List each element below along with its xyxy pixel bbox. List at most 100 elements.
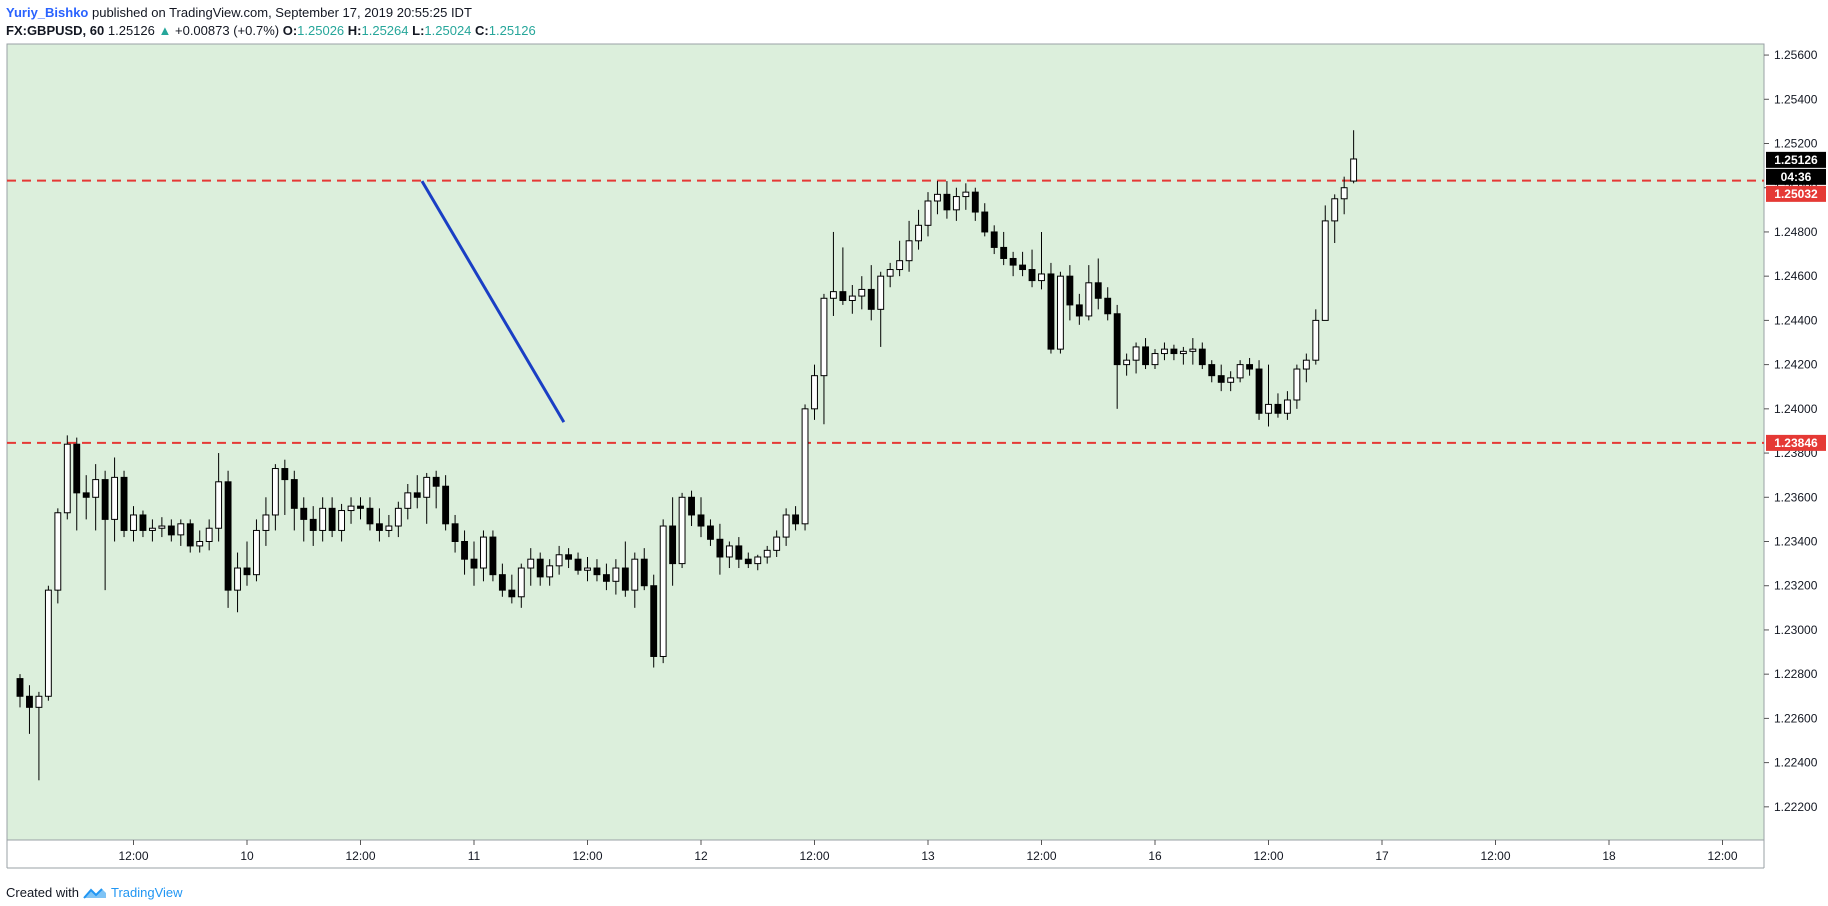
candle [1056, 271, 1064, 354]
candle [1066, 265, 1074, 321]
candle [120, 470, 128, 538]
close-value: 1.25126 [488, 23, 536, 38]
candle-body [1113, 313, 1121, 366]
candle [489, 530, 497, 582]
candle-body [319, 507, 327, 531]
trend-line[interactable] [420, 180, 566, 423]
candle-body [735, 545, 743, 560]
tradingview-brand-link[interactable]: TradingView [110, 885, 183, 900]
y-tick-label: 1.24200 [1774, 358, 1818, 372]
candle [73, 437, 81, 531]
x-tick-label: 12:00 [572, 849, 602, 863]
candle-body [631, 558, 639, 591]
x-tick-label: 16 [1148, 849, 1162, 863]
candle-body [725, 545, 733, 558]
candle [44, 585, 52, 701]
candle [338, 503, 346, 542]
x-tick-label: 12:00 [118, 849, 148, 863]
candle [896, 240, 904, 277]
candle [423, 472, 431, 524]
candle-body [754, 556, 762, 565]
candle [1321, 205, 1329, 321]
candle-body [517, 567, 525, 598]
candle [281, 459, 289, 515]
candle-body [688, 496, 695, 516]
candle [271, 464, 279, 531]
candle-body [177, 523, 185, 536]
candle [1038, 231, 1045, 290]
candle [707, 519, 714, 546]
x-tick-label: 12:00 [799, 849, 829, 863]
candle-body [669, 525, 677, 565]
footer: Created with TradingView [6, 885, 183, 900]
candle-body [1075, 304, 1083, 317]
y-tick-label: 1.23400 [1774, 535, 1818, 549]
candle [148, 519, 156, 542]
candle-body [782, 514, 790, 538]
candle-body [934, 193, 941, 202]
candle [432, 470, 440, 509]
candle [1170, 344, 1178, 361]
candle [1331, 194, 1339, 243]
candle [877, 271, 885, 347]
candle [565, 548, 573, 569]
candle [196, 530, 204, 553]
x-tick-label: 12:00 [345, 849, 375, 863]
candle-body [1255, 368, 1263, 414]
candle-body [470, 558, 478, 569]
candle [54, 508, 62, 604]
y-tick-label: 1.25400 [1774, 92, 1818, 106]
candle-body [290, 479, 298, 509]
candle [243, 541, 251, 586]
publish-line: Yuriy_Bishko published on TradingView.co… [6, 4, 536, 22]
candle-body [101, 479, 109, 520]
candle [952, 187, 960, 221]
candle [763, 545, 771, 564]
low-value: 1.25024 [424, 23, 472, 38]
candle [205, 519, 213, 551]
author-link[interactable]: Yuriy_Bishko [6, 5, 89, 20]
candle [934, 181, 941, 215]
candle-body [366, 507, 374, 525]
candle-body [744, 558, 752, 565]
candle-body [640, 558, 648, 587]
lower-level-label-bg [1766, 434, 1826, 451]
candle-body [1104, 297, 1112, 315]
candle [1189, 338, 1197, 365]
y-tick-label: 1.22600 [1774, 711, 1818, 725]
created-with-text: Created with [6, 885, 79, 900]
candle [1179, 346, 1187, 365]
candle-body [205, 527, 213, 543]
candle [1312, 309, 1320, 365]
candle [867, 265, 875, 321]
candle [829, 231, 837, 316]
candle [328, 497, 336, 538]
candle [640, 548, 648, 591]
close-label: C: [475, 23, 489, 38]
candle [716, 523, 724, 575]
candle [839, 247, 847, 305]
candle-body [82, 492, 90, 498]
candle-body [1208, 364, 1216, 377]
candle-body [451, 523, 459, 542]
candle-body [877, 275, 885, 310]
candle [943, 181, 951, 219]
candle [139, 510, 147, 538]
candle [1274, 393, 1282, 418]
candle-body [1094, 282, 1102, 299]
candle-body [924, 200, 932, 226]
candle [924, 192, 932, 237]
candle [1000, 231, 1008, 266]
candle [801, 404, 809, 531]
candle [130, 506, 137, 542]
candle-body [375, 523, 383, 531]
candle-body [1265, 403, 1272, 414]
candle [1198, 342, 1206, 370]
candle [82, 475, 90, 520]
x-tick-label: 12:00 [1253, 849, 1283, 863]
candle-body [896, 260, 904, 271]
candle-body [962, 191, 970, 198]
last-price-label-bg [1766, 151, 1826, 168]
candle-body [858, 288, 866, 297]
